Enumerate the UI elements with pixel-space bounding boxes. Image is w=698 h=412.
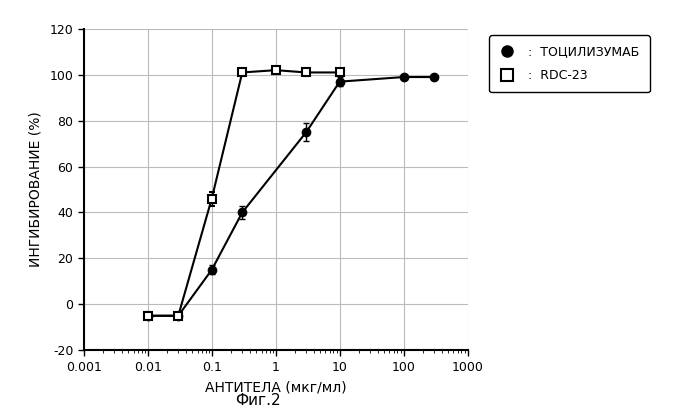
X-axis label: АНТИТЕЛА (мкг/мл): АНТИТЕЛА (мкг/мл)	[205, 381, 346, 395]
Legend:  :  ТОЦИЛИЗУМАБ,  :  RDC-23: : ТОЦИЛИЗУМАБ, : RDC-23	[489, 35, 650, 92]
Y-axis label: ИНГИБИРОВАНИЕ (%): ИНГИБИРОВАНИЕ (%)	[29, 112, 43, 267]
Text: Фиг.2: Фиг.2	[235, 393, 281, 408]
